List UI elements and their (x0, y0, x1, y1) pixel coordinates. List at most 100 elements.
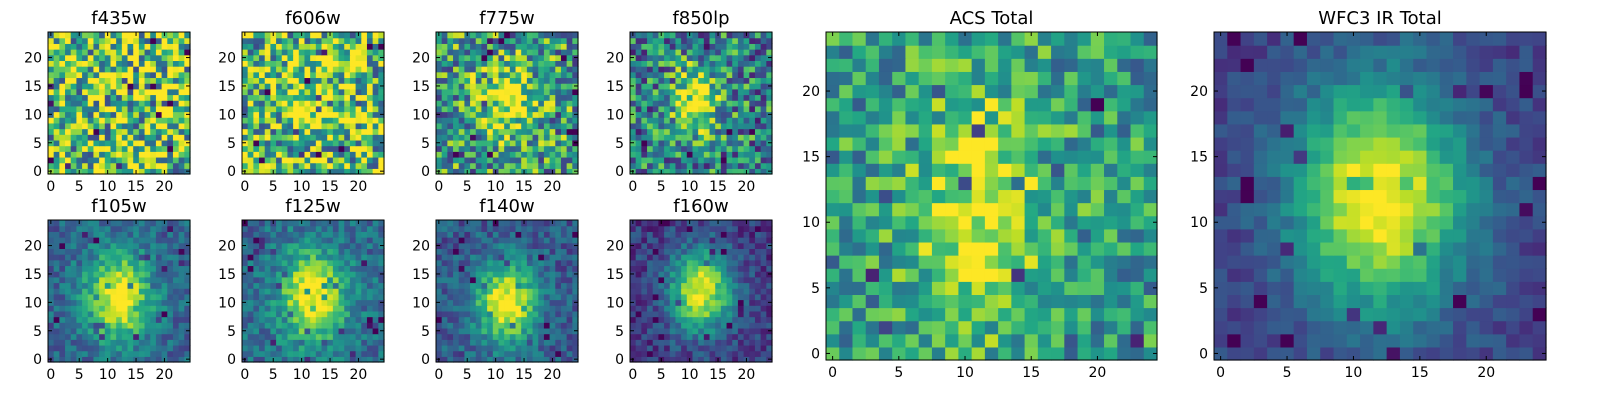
heatmap-cell (378, 282, 385, 289)
heatmap-cell (532, 100, 539, 107)
heatmap-cell (641, 145, 648, 152)
heatmap-cell (464, 122, 471, 130)
heatmap-cell (150, 288, 157, 295)
heatmap-cell (498, 122, 505, 130)
heatmap-cell (127, 128, 134, 135)
heatmap-cell (760, 88, 767, 96)
heatmap-cell (259, 94, 266, 101)
heatmap-cell (652, 60, 659, 67)
axes-frame (825, 31, 1158, 361)
heatmap-cell (121, 299, 129, 306)
heatmap-cell (743, 54, 750, 61)
heatmap-cell (344, 293, 351, 301)
heatmap-cell (892, 189, 907, 204)
heatmap-cell (892, 241, 907, 256)
heatmap-cell (658, 139, 665, 147)
heatmap-cell (144, 282, 151, 289)
heatmap-cell (355, 145, 362, 152)
heatmap-cell (121, 100, 129, 107)
heatmap-cell (709, 151, 716, 158)
heatmap-cell (1117, 163, 1132, 177)
heatmap-cell (247, 145, 254, 152)
heatmap-cell (59, 237, 66, 244)
heatmap-cell (481, 66, 488, 73)
heatmap-cell (436, 66, 443, 73)
heatmap-cell (1492, 281, 1507, 295)
heatmap-cell (532, 156, 539, 164)
heatmap-cell (65, 344, 72, 352)
heatmap-cell (310, 134, 317, 141)
heatmap-cell (361, 139, 368, 147)
heatmap-cell (675, 32, 682, 39)
heatmap-cell (715, 66, 722, 73)
heatmap-cell (1453, 281, 1467, 295)
heatmap-cell (1143, 32, 1158, 46)
heatmap-cell (1399, 333, 1414, 348)
heatmap-cell (732, 111, 739, 118)
heatmap-cell (315, 305, 323, 312)
heatmap-cell (70, 271, 77, 278)
x-tick-label: 5 (894, 365, 903, 381)
heatmap-cells (48, 220, 191, 363)
heatmap-cell (1240, 123, 1255, 138)
heatmap-cell (93, 237, 100, 244)
heatmap-cell (304, 94, 311, 101)
heatmap-cell (184, 344, 191, 352)
heatmap-cell (1399, 215, 1414, 230)
heatmap-cell (366, 77, 374, 84)
heatmap-cell (1293, 71, 1308, 86)
heatmap-cell (1253, 71, 1268, 86)
heatmap-cell (247, 339, 254, 346)
heatmap-cell (304, 356, 311, 363)
heatmap-cell (310, 94, 317, 101)
heatmap-cell (293, 293, 300, 301)
heatmap-cell (1306, 97, 1321, 112)
heatmap-cell (1346, 346, 1361, 361)
heatmap-cell (931, 294, 946, 309)
heatmap-cell (1024, 97, 1039, 112)
heatmap-cell (703, 83, 711, 90)
heatmap-cell (641, 128, 648, 135)
heatmap-cell (259, 282, 266, 289)
heatmap-cell (892, 136, 907, 151)
heatmap-cell (259, 83, 266, 90)
heatmap-cell (1240, 333, 1255, 348)
heatmap-cell (532, 88, 539, 96)
heatmap-cell (172, 316, 180, 323)
heatmap-cell (1024, 58, 1039, 72)
heatmap-cell (87, 276, 95, 284)
heatmap-cell (566, 37, 573, 44)
heatmap-cell (826, 268, 840, 282)
heatmap-cell (184, 310, 191, 318)
heatmap-cell (971, 84, 986, 99)
heatmap-cell (905, 333, 920, 348)
heatmap-cell (521, 134, 528, 141)
heatmap-cell (372, 37, 379, 44)
heatmap-cell (658, 151, 665, 158)
heatmap-cell (572, 49, 579, 56)
heatmap-cell (839, 202, 854, 217)
heatmap-cell (1360, 346, 1374, 361)
heatmap-cell (172, 293, 180, 301)
heatmap-cell (865, 228, 880, 243)
heatmap-cell (349, 100, 357, 107)
heatmap-cell (133, 248, 140, 255)
heatmap-cell (138, 151, 146, 158)
heatmap-cell (281, 162, 289, 169)
heatmap-cell (681, 88, 688, 96)
heatmap-cell (1240, 32, 1255, 46)
heatmap-cell (766, 66, 773, 73)
heatmap-cell (504, 60, 511, 67)
heatmap-cell (48, 344, 55, 352)
heatmap-cell (138, 122, 146, 130)
heatmap-cell (293, 139, 300, 147)
heatmap-cell (1253, 32, 1268, 46)
heatmap-cell (658, 37, 665, 44)
heatmap-cell (703, 37, 711, 44)
heatmap-cell (167, 356, 174, 363)
heatmap-cell (754, 83, 762, 90)
heatmap-cell (1280, 228, 1295, 243)
heatmap-cell (315, 32, 323, 39)
heatmap-cell (321, 293, 328, 301)
heatmap-cell (144, 60, 151, 67)
